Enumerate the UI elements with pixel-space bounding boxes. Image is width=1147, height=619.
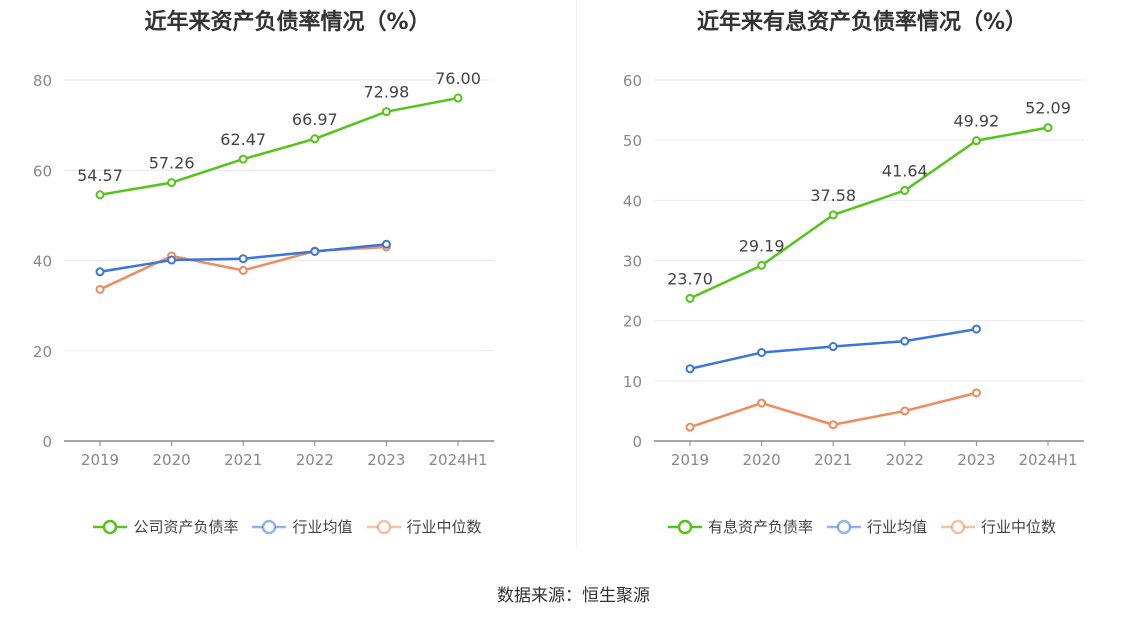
legend-item[interactable]: 行业均值 [826, 516, 927, 537]
chart-legend: 公司资产负债率 行业均值 行业中位数 [0, 516, 575, 537]
data-label: 76.00 [435, 69, 481, 88]
x-tick-label: 2023 [957, 451, 995, 469]
data-label: 23.70 [667, 269, 713, 288]
data-source: 数据来源：恒生聚源 [497, 586, 650, 606]
data-point [238, 154, 248, 164]
data-point [167, 178, 177, 188]
data-point [900, 185, 910, 195]
legend-marker-icon [366, 519, 401, 534]
data-point [310, 246, 320, 256]
data-point [757, 260, 767, 270]
x-tick-label: 2022 [886, 451, 924, 469]
chart-panel-right: 近年来有息资产负债率情况（%） 0 10 20 30 40 50 60 2019 2020 202… [577, 0, 1147, 560]
y-tick-label: 30 [623, 253, 642, 271]
legend-label: 行业中位数 [981, 518, 1057, 536]
legend-marker-icon [941, 519, 975, 534]
data-label: 49.92 [953, 112, 999, 131]
data-point [828, 210, 838, 220]
y-tick-label: 20 [623, 313, 642, 331]
data-label: 41.64 [882, 161, 928, 180]
chart-panel-left: 近年来资产负债率情况（%） 0 20 40 60 80 2019 2020 2021 2022 2… [0, 0, 575, 560]
data-point [238, 254, 248, 264]
data-point [685, 293, 695, 303]
data-point [95, 267, 105, 277]
chart-plot: 0 10 20 30 40 50 60 2019 2020 2021 2022 2023 2024H1 2… [623, 72, 1084, 469]
legend-marker-icon [93, 519, 128, 534]
chart-plot: 0 20 40 60 80 2019 2020 2021 2022 2023 2024H1 54.57… [33, 69, 494, 469]
x-tick-label: 2019 [81, 451, 119, 469]
data-point [238, 265, 248, 275]
y-tick-label: 0 [632, 433, 642, 451]
data-label: 37.58 [810, 186, 856, 205]
x-tick-label: 2024H1 [429, 451, 488, 469]
y-tick-label: 10 [623, 373, 642, 391]
legend-label: 有息资产负债率 [707, 518, 813, 536]
legend-marker-icon [826, 519, 861, 534]
data-point [900, 406, 910, 416]
y-tick-label: 0 [42, 433, 52, 451]
y-tick-label: 60 [33, 162, 52, 180]
legend-label: 行业均值 [866, 518, 927, 536]
data-point [381, 107, 391, 117]
legend-marker-icon [667, 519, 702, 534]
data-point [95, 190, 105, 200]
x-tick-label: 2020 [153, 451, 191, 469]
data-point [900, 336, 910, 346]
legend-item[interactable]: 有息资产负债率 [667, 516, 813, 537]
legend-marker-icon [252, 519, 287, 534]
data-point [757, 348, 767, 358]
chart-legend: 有息资产负债率 行业均值 行业中位数 [577, 516, 1147, 537]
x-tick-label: 2024H1 [1019, 451, 1078, 469]
y-tick-label: 20 [33, 343, 52, 361]
x-tick-label: 2019 [671, 451, 709, 469]
y-tick-label: 50 [623, 132, 642, 150]
data-point [685, 422, 695, 432]
data-point [828, 420, 838, 430]
chart-title: 近年来资产负债率情况（%） [144, 10, 431, 35]
data-point [971, 324, 981, 334]
x-tick-label: 2020 [743, 451, 781, 469]
legend-item[interactable]: 行业中位数 [941, 516, 1056, 537]
data-label: 29.19 [739, 236, 785, 255]
y-tick-label: 60 [623, 72, 642, 90]
y-tick-label: 80 [33, 72, 52, 90]
data-point [685, 364, 695, 374]
legend-item[interactable]: 行业中位数 [366, 516, 482, 537]
legend-item[interactable]: 行业均值 [252, 516, 353, 537]
y-tick-label: 40 [623, 192, 642, 210]
data-label: 57.26 [149, 154, 195, 173]
legend-item[interactable]: 公司资产负债率 [93, 516, 238, 537]
series-line [689, 126, 1049, 300]
legend-label: 行业均值 [292, 518, 353, 536]
x-tick-label: 2023 [367, 451, 405, 469]
data-point [381, 239, 391, 249]
data-point [757, 398, 767, 408]
data-point [310, 134, 320, 144]
x-tick-label: 2021 [814, 451, 852, 469]
data-label: 52.09 [1025, 99, 1071, 118]
data-label: 54.57 [77, 166, 123, 185]
data-label: 72.98 [363, 83, 409, 102]
x-tick-label: 2022 [296, 451, 334, 469]
data-label: 62.47 [220, 130, 266, 149]
data-point [95, 284, 105, 294]
data-point [971, 136, 981, 146]
series-line [99, 96, 459, 196]
x-tick-label: 2021 [224, 451, 262, 469]
data-point [971, 388, 981, 398]
legend-label: 公司资产负债率 [133, 518, 239, 536]
data-point [167, 255, 177, 265]
data-label: 66.97 [292, 110, 338, 129]
data-point [828, 342, 838, 352]
chart-title: 近年来有息资产负债率情况（%） [696, 10, 1028, 35]
panel-divider [576, 0, 577, 548]
data-point [453, 93, 463, 103]
legend-label: 行业中位数 [406, 518, 482, 536]
y-tick-label: 40 [33, 253, 52, 271]
data-point [1043, 123, 1053, 133]
